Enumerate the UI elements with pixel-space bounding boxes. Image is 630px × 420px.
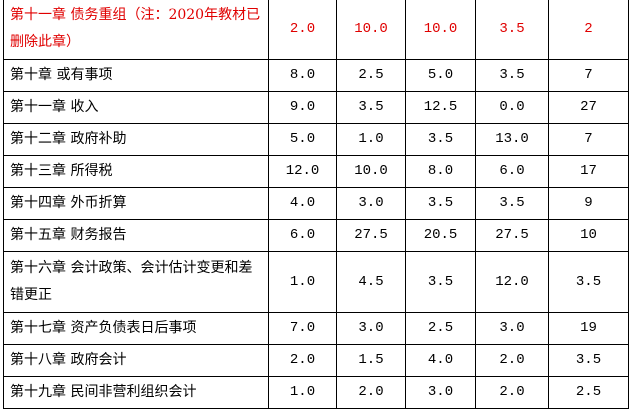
score-cell: 8.0 <box>405 155 476 188</box>
score-cell: 3.5 <box>475 0 549 60</box>
score-cell: 9 <box>548 187 629 220</box>
score-cell: 6.0 <box>268 219 337 252</box>
score-cell: 6.0 <box>475 155 549 188</box>
score-cell: 2.0 <box>475 376 549 409</box>
table-row: 第十八章 政府会计 2.0 1.5 4.0 2.0 3.5 <box>3 344 629 377</box>
score-cell: 10 <box>548 219 629 252</box>
table-row: 第十五章 财务报告 6.0 27.5 20.5 27.5 10 <box>3 219 629 252</box>
score-cell: 1.0 <box>268 251 337 313</box>
score-cell: 27 <box>548 91 629 124</box>
score-cell: 4.0 <box>268 187 337 220</box>
score-cell: 2.0 <box>475 344 549 377</box>
score-cell: 19 <box>548 312 629 345</box>
score-cell: 1.0 <box>336 123 406 156</box>
score-cell: 7 <box>548 59 629 92</box>
score-cell: 17 <box>548 155 629 188</box>
table-row: 第十七章 资产负债表日后事项 7.0 3.0 2.5 3.0 19 <box>3 312 629 345</box>
chapter-cell: 第十四章 外币折算 <box>3 187 269 220</box>
score-cell: 1.0 <box>268 376 337 409</box>
chapter-cell: 第十一章 债务重组（注：2020年教材已删除此章） <box>3 0 269 60</box>
table-row: 第十四章 外币折算 4.0 3.0 3.5 3.5 9 <box>3 187 629 220</box>
table-row: 第十六章 会计政策、会计估计变更和差错更正 1.0 4.5 3.5 12.0 3.5 <box>3 251 629 313</box>
table-row: 第十三章 所得税 12.0 10.0 8.0 6.0 17 <box>3 155 629 188</box>
score-cell: 1.5 <box>336 344 406 377</box>
table-row: 第十章 或有事项 8.0 2.5 5.0 3.5 7 <box>3 59 629 92</box>
score-cell: 7.0 <box>268 312 337 345</box>
chapter-cell: 第十章 或有事项 <box>3 59 269 92</box>
chapter-cell: 第十六章 会计政策、会计估计变更和差错更正 <box>3 251 269 313</box>
chapter-cell: 第十一章 收入 <box>3 91 269 124</box>
score-cell: 0.0 <box>475 91 549 124</box>
score-cell: 3.0 <box>336 187 406 220</box>
table-row: 第十一章 收入 9.0 3.5 12.5 0.0 27 <box>3 91 629 124</box>
chapter-cell: 第十二章 政府补助 <box>3 123 269 156</box>
score-cell: 10.0 <box>405 0 476 60</box>
chapter-cell: 第十五章 财务报告 <box>3 219 269 252</box>
score-cell: 2.5 <box>405 312 476 345</box>
score-cell: 3.5 <box>405 187 476 220</box>
score-cell: 2.0 <box>268 0 337 60</box>
score-cell: 13.0 <box>475 123 549 156</box>
score-cell: 3.5 <box>475 187 549 220</box>
score-cell: 3.5 <box>475 59 549 92</box>
score-cell: 20.5 <box>405 219 476 252</box>
score-cell: 5.0 <box>268 123 337 156</box>
score-cell: 12.5 <box>405 91 476 124</box>
score-cell: 27.5 <box>336 219 406 252</box>
score-cell: 27.5 <box>475 219 549 252</box>
score-cell: 2 <box>548 0 629 60</box>
score-cell: 3.0 <box>405 376 476 409</box>
score-cell: 4.0 <box>405 344 476 377</box>
table-row: 第十九章 民间非营利组织会计 1.0 2.0 3.0 2.0 2.5 <box>3 376 629 409</box>
score-cell: 9.0 <box>268 91 337 124</box>
score-cell: 3.5 <box>548 344 629 377</box>
chapter-cell: 第十七章 资产负债表日后事项 <box>3 312 269 345</box>
score-cell: 5.0 <box>405 59 476 92</box>
chapter-cell: 第十九章 民间非营利组织会计 <box>3 376 269 409</box>
score-cell: 12.0 <box>268 155 337 188</box>
score-cell: 3.5 <box>405 123 476 156</box>
score-cell: 2.0 <box>268 344 337 377</box>
chapter-cell: 第十三章 所得税 <box>3 155 269 188</box>
table-row: 第十二章 政府补助 5.0 1.0 3.5 13.0 7 <box>3 123 629 156</box>
score-cell: 3.5 <box>405 251 476 313</box>
score-cell: 7 <box>548 123 629 156</box>
score-cell: 10.0 <box>336 155 406 188</box>
chapter-cell: 第十八章 政府会计 <box>3 344 269 377</box>
score-cell: 3.0 <box>475 312 549 345</box>
score-cell: 10.0 <box>336 0 406 60</box>
score-cell: 3.0 <box>336 312 406 345</box>
score-cell: 8.0 <box>268 59 337 92</box>
score-cell: 3.5 <box>336 91 406 124</box>
score-cell: 2.0 <box>336 376 406 409</box>
score-cell: 3.5 <box>548 251 629 313</box>
score-table: 第十一章 债务重组（注：2020年教材已删除此章） 2.0 10.0 10.0 3.5 2… <box>3 0 629 409</box>
table-row: 第十一章 债务重组（注：2020年教材已删除此章） 2.0 10.0 10.0 3.5 2 <box>3 0 629 60</box>
score-cell: 4.5 <box>336 251 406 313</box>
score-cell: 12.0 <box>475 251 549 313</box>
table-body: 第十一章 债务重组（注：2020年教材已删除此章） 2.0 10.0 10.0 3.5 2… <box>3 0 629 409</box>
score-cell: 2.5 <box>548 376 629 409</box>
score-cell: 2.5 <box>336 59 406 92</box>
